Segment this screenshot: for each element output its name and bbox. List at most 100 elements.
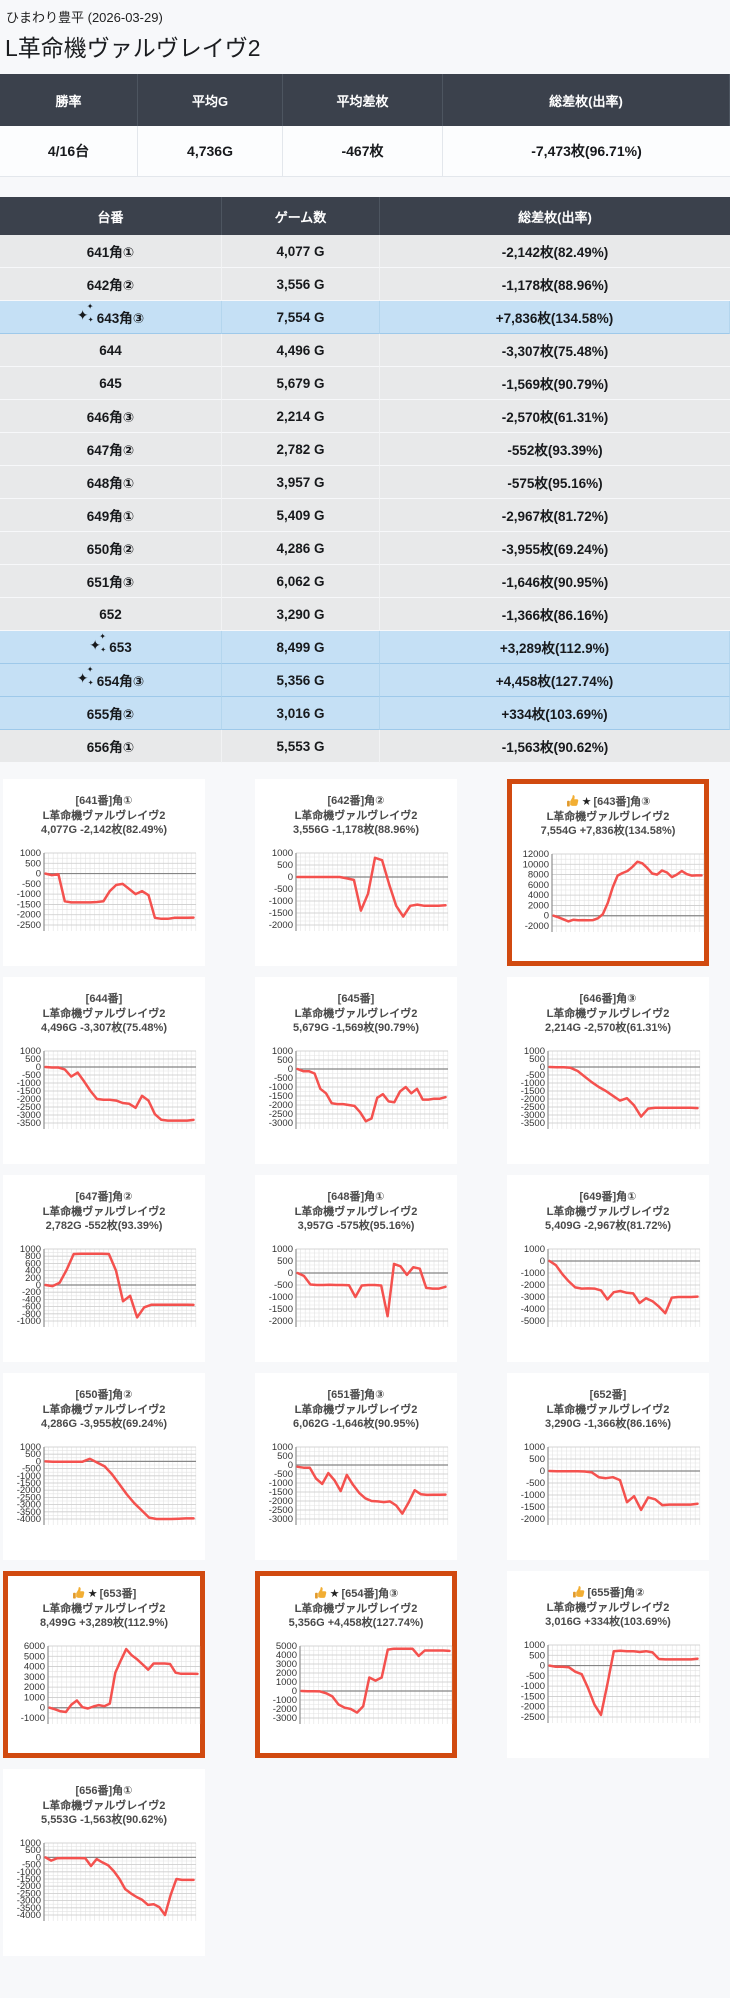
machine-number: 655角② [86, 707, 135, 722]
diff-cell: -1,569枚(90.79%) [380, 367, 730, 400]
chart-card[interactable]: [647番]角② L革命機ヴァルヴレイヴ2 2,782G -552枚(93.39%)… [3, 1175, 205, 1362]
chart-card[interactable]: [652番] L革命機ヴァルヴレイヴ2 3,290G -1,366枚(86.16%)… [507, 1373, 709, 1560]
table-row[interactable]: 648角① 3,957 G -575枚(95.16%) [0, 466, 730, 499]
chart-card[interactable]: [649番]角① L革命機ヴァルヴレイヴ2 5,409G -2,967枚(81.72… [507, 1175, 709, 1362]
svg-text:-1000: -1000 [17, 1078, 41, 1089]
chart-stats: 5,356G +4,458枚(127.74%) [288, 1617, 424, 1629]
machine-number: 645 [99, 375, 122, 391]
machine-number-cell: 656角① [0, 730, 222, 763]
svg-text:4000: 4000 [528, 890, 549, 901]
svg-text:-500: -500 [274, 1073, 293, 1084]
svg-text:-500: -500 [22, 1859, 41, 1870]
chart-card[interactable]: ★ [653番] L革命機ヴァルヴレイヴ2 8,499G +3,289枚(112.9%… [3, 1571, 205, 1758]
diff-value: -1,178枚(88.96%) [501, 278, 609, 293]
header-diff: 総差枚(出率) [380, 197, 730, 235]
chart-machine-name: L革命機ヴァルヴレイヴ2 [294, 1602, 418, 1615]
table-row[interactable]: 641角① 4,077 G -2,142枚(82.49%) [0, 235, 730, 268]
svg-text:6000: 6000 [24, 1642, 45, 1652]
svg-text:-1500: -1500 [521, 1691, 545, 1702]
svg-text:1000: 1000 [524, 1047, 545, 1057]
table-row[interactable]: 644 4,496 G -3,307枚(75.48%) [0, 334, 730, 367]
chart-machine-name: L革命機ヴァルヴレイヴ2 [42, 809, 166, 822]
machine-number: 644 [99, 342, 122, 358]
machine-number-cell: 648角① [0, 466, 222, 499]
games-cell: 3,957 G [222, 466, 380, 499]
chart-title-line3: 8,499G +3,289枚(112.9%) [8, 1616, 200, 1631]
svg-text:-3000: -3000 [269, 1118, 293, 1129]
charts-grid: [641番]角① L革命機ヴァルヴレイヴ2 4,077G -2,142枚(82.49… [0, 763, 730, 1986]
svg-text:-2500: -2500 [17, 1888, 41, 1899]
table-row[interactable]: 649角① 5,409 G -2,967枚(81.72%) [0, 499, 730, 532]
svg-text:-2000: -2000 [521, 1094, 545, 1105]
svg-text:1000: 1000 [524, 1443, 545, 1453]
games-value: 5,356 G [276, 672, 325, 688]
table-row[interactable]: 655角② 3,016 G +334枚(103.69%) [0, 697, 730, 730]
svg-text:-800: -800 [22, 1308, 41, 1319]
chart-stats: 3,016G +334枚(103.69%) [545, 1616, 671, 1628]
chart-card[interactable]: ★ [643番]角③ L革命機ヴァルヴレイヴ2 7,554G +7,836枚(134.… [507, 779, 709, 966]
chart-card[interactable]: [648番]角① L革命機ヴァルヴレイヴ2 3,957G -575枚(95.16%)… [255, 1175, 457, 1362]
svg-text:-2000: -2000 [269, 1316, 293, 1327]
table-row[interactable]: 650角② 4,286 G -3,955枚(69.24%) [0, 532, 730, 565]
chart-card[interactable]: [642番]角② L革命機ヴァルヴレイヴ2 3,556G -1,178枚(88.96… [255, 779, 457, 966]
header-dai: 台番 [0, 197, 222, 235]
table-row[interactable]: 651角③ 6,062 G -1,646枚(90.95%) [0, 565, 730, 598]
chart-card[interactable]: [644番] L革命機ヴァルヴレイヴ2 4,496G -3,307枚(75.48%)… [3, 977, 205, 1164]
summary-header-winrate: 勝率 [0, 74, 138, 126]
svg-text:-2500: -2500 [17, 1102, 41, 1113]
svg-text:-400: -400 [22, 1294, 41, 1305]
games-cell: 3,556 G [222, 268, 380, 301]
chart-title-line2: L革命機ヴァルヴレイヴ2 [3, 1403, 205, 1418]
chart-machine-label: [656番]角① [75, 1785, 133, 1797]
games-value: 3,290 G [276, 606, 325, 622]
chart-card[interactable]: [641番]角① L革命機ヴァルヴレイヴ2 4,077G -2,142枚(82.49… [3, 779, 205, 966]
sparkline-chart: 10005000-500-1000-1500-2000-2500-3000-35… [17, 1046, 197, 1129]
table-row[interactable]: 652 3,290 G -1,366枚(86.16%) [0, 598, 730, 631]
chart-card[interactable]: [646番]角③ L革命機ヴァルヴレイヴ2 2,214G -2,570枚(61.31… [507, 977, 709, 1164]
diff-value: -575枚(95.16%) [507, 476, 603, 491]
summary-value-avg-diff: -467枚 [283, 126, 443, 177]
svg-text:-5000: -5000 [521, 1316, 545, 1327]
table-row[interactable]: ✦ ✦ ✦ 643角③ 7,554 G +7,836枚(134.58%) [0, 301, 730, 334]
table-row[interactable]: ✦ ✦ ✦ 653 8,499 G +3,289枚(112.9%) [0, 631, 730, 664]
svg-text:5000: 5000 [276, 1642, 297, 1652]
diff-value: -3,955枚(69.24%) [501, 542, 609, 557]
table-row[interactable]: 647角② 2,782 G -552枚(93.39%) [0, 433, 730, 466]
chart-card[interactable]: ★ [654番]角③ L革命機ヴァルヴレイヴ2 5,356G +4,458枚(127.… [255, 1571, 457, 1758]
chart-card[interactable]: [656番]角① L革命機ヴァルヴレイヴ2 5,553G -1,563枚(90.62… [3, 1769, 205, 1956]
svg-text:-1500: -1500 [269, 1487, 293, 1498]
svg-text:400: 400 [25, 1265, 41, 1276]
machine-number: 653 [109, 639, 132, 655]
table-row[interactable]: 642角② 3,556 G -1,178枚(88.96%) [0, 268, 730, 301]
chart-card[interactable]: [645番] L革命機ヴァルヴレイヴ2 5,679G -1,569枚(90.79%)… [255, 977, 457, 1164]
games-value: 8,499 G [276, 639, 325, 655]
svg-text:-1000: -1000 [521, 1078, 545, 1089]
page-title: L革命機ヴァルヴレイヴ2 [5, 35, 261, 61]
chart-title-line3: 6,062G -1,646枚(90.95%) [255, 1417, 457, 1432]
summary-table: 勝率 平均G 平均差枚 総差枚(出率) 4/16台 4,736G -467枚 -… [0, 74, 730, 177]
chart-title-line3: 3,016G +334枚(103.69%) [507, 1615, 709, 1630]
svg-text:-2000: -2000 [17, 909, 41, 920]
games-value: 2,214 G [276, 408, 325, 424]
chart-stats: 5,553G -1,563枚(90.62%) [41, 1814, 167, 1826]
chart-card[interactable]: [650番]角② L革命機ヴァルヴレイヴ2 4,286G -3,955枚(69.24… [3, 1373, 205, 1560]
table-row[interactable]: 656角① 5,553 G -1,563枚(90.62%) [0, 730, 730, 763]
chart-card[interactable]: [655番]角② L革命機ヴァルヴレイヴ2 3,016G +334枚(103.69%… [507, 1571, 709, 1758]
chart-title-line1: [652番] [507, 1388, 709, 1403]
games-cell: 7,554 G [222, 301, 380, 334]
svg-text:1000: 1000 [272, 1245, 293, 1255]
chart-card[interactable]: [651番]角③ L革命機ヴァルヴレイヴ2 6,062G -1,646枚(90.95… [255, 1373, 457, 1560]
svg-text:1000: 1000 [24, 1692, 45, 1703]
games-cell: 4,077 G [222, 235, 380, 268]
chart-title-line1: [648番]角① [255, 1190, 457, 1205]
table-row[interactable]: ✦ ✦ ✦ 654角③ 5,356 G +4,458枚(127.74%) [0, 664, 730, 697]
table-row[interactable]: 646角③ 2,214 G -2,570枚(61.31%) [0, 400, 730, 433]
table-row[interactable]: 645 5,679 G -1,569枚(90.79%) [0, 367, 730, 400]
chart-machine-name: L革命機ヴァルヴレイヴ2 [294, 1205, 418, 1218]
svg-text:-2000: -2000 [17, 1094, 41, 1105]
svg-text:500: 500 [25, 1054, 41, 1065]
svg-text:-500: -500 [526, 1670, 545, 1681]
machine-number: 650角② [86, 542, 135, 557]
